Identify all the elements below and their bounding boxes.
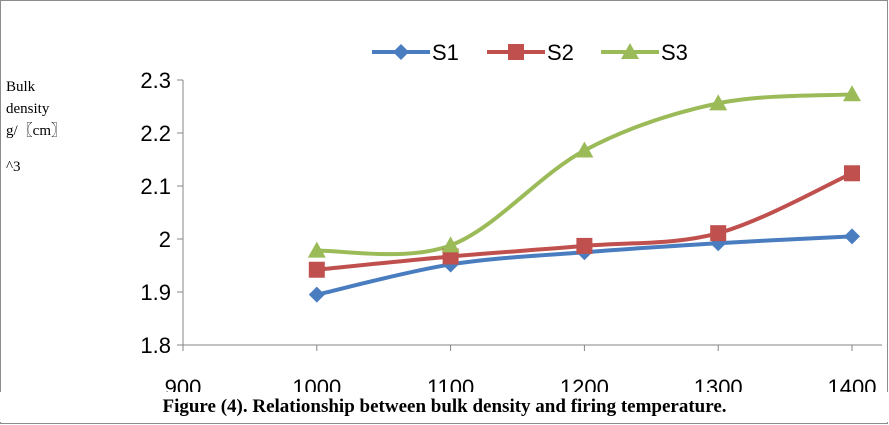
y-axis-label-line-3: g/〖cm〗: [6, 123, 66, 139]
data-point-s3: [843, 85, 861, 102]
data-point-s2: [576, 237, 593, 254]
y-axis-label-line-1: Bulk: [6, 79, 36, 95]
series-markers: [307, 85, 861, 303]
data-point-s2: [442, 248, 459, 265]
legend-label-s2: S2: [547, 40, 574, 65]
figure-caption: Figure (4). Relationship between bulk de…: [0, 392, 889, 422]
legend-marker-s3: [621, 43, 639, 59]
data-point-s3: [441, 236, 460, 253]
y-axis-label: Bulk density g/〖cm〗 ^3: [6, 76, 76, 178]
y-tick-label: 2.1: [140, 174, 171, 199]
y-axis-label-line-2: density: [6, 101, 50, 117]
y-tick-label: 2: [159, 227, 171, 252]
legend-label-s3: S3: [661, 40, 688, 65]
legend-marker-s1: [393, 44, 409, 60]
legend-marker-s2: [508, 44, 524, 60]
y-axis-label-line-4: ^3: [6, 159, 21, 175]
legend: S1 S2 S3: [372, 40, 688, 65]
y-tick-label: 1.9: [140, 280, 171, 305]
legend-label-s1: S1: [432, 40, 459, 65]
y-tick-label: 2.3: [140, 68, 171, 93]
data-point-s2: [308, 261, 325, 278]
data-point-s2: [710, 225, 727, 242]
data-point-s3: [575, 141, 594, 158]
y-tick-label: 1.8: [140, 333, 171, 358]
series-lines: [316, 92, 853, 297]
data-point-s1: [308, 286, 325, 303]
y-tick-label: 2.2: [140, 121, 171, 146]
data-point-s2: [844, 165, 860, 182]
data-point-s3: [709, 94, 728, 111]
data-point-s1: [844, 228, 860, 245]
data-point-s3: [307, 241, 326, 258]
series-line-s3: [316, 92, 853, 257]
